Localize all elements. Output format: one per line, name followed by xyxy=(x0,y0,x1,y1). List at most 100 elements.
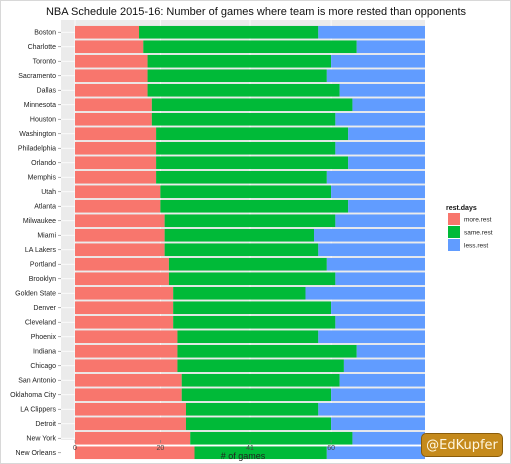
y-tick-label-minnesota: Minnesota xyxy=(24,102,56,109)
bar-memphis-same-rest xyxy=(156,170,327,184)
bar-phoenix-more-rest xyxy=(75,330,178,344)
bar-portland-same-rest xyxy=(168,257,327,271)
bar-la-clippers-same-rest xyxy=(185,402,319,416)
bar-minnesota-same-rest xyxy=(151,98,353,112)
bar-oklahoma-city-same-rest xyxy=(181,388,332,402)
bar-phoenix-same-rest xyxy=(177,330,319,344)
bar-minnesota-more-rest xyxy=(75,98,152,112)
bar-miami-same-rest xyxy=(164,228,315,242)
bar-denver-same-rest xyxy=(173,301,332,315)
y-tick-label-portland: Portland xyxy=(30,262,56,269)
bar-atlanta-more-rest xyxy=(75,199,161,213)
bar-san-antonio-same-rest xyxy=(181,373,340,387)
bar-boston-more-rest xyxy=(75,25,140,39)
bar-houston-less-rest xyxy=(335,112,425,126)
bar-houston-more-rest xyxy=(75,112,152,126)
bar-boston-less-rest xyxy=(318,25,425,39)
bar-la-lakers-more-rest xyxy=(75,243,165,257)
bar-washington-more-rest xyxy=(75,127,157,141)
bar-oklahoma-city-less-rest xyxy=(331,388,425,402)
bar-golden-state-same-rest xyxy=(173,286,306,300)
y-tick-label-philadelphia: Philadelphia xyxy=(18,146,56,153)
bar-orlando-more-rest xyxy=(75,156,157,170)
bar-utah-same-rest xyxy=(160,185,332,199)
bar-miami-more-rest xyxy=(75,228,165,242)
bar-orlando-same-rest xyxy=(156,156,349,170)
legend-label-more-rest: more.rest xyxy=(464,217,492,224)
bar-chicago-less-rest xyxy=(343,359,425,373)
bar-san-antonio-less-rest xyxy=(339,373,425,387)
legend-swatch-same-rest xyxy=(448,226,460,238)
bar-detroit-same-rest xyxy=(185,417,332,431)
bar-charlotte-less-rest xyxy=(356,40,425,54)
bar-sacramento-less-rest xyxy=(326,69,425,83)
bar-golden-state-more-rest xyxy=(75,286,174,300)
bar-la-lakers-less-rest xyxy=(318,243,425,257)
y-tick-label-cleveland: Cleveland xyxy=(25,320,56,327)
y-axis-tick-labels: Boston Charlotte Toronto Sacramento Dallas Mi… xyxy=(10,30,61,457)
y-tick-label-la-lakers: LA Lakers xyxy=(25,247,57,254)
bar-memphis-less-rest xyxy=(326,170,425,184)
bar-new-york-same-rest xyxy=(190,431,353,445)
y-tick-label-washington: Washington xyxy=(19,131,56,138)
y-tick-label-milwaukee: Milwaukee xyxy=(23,218,56,225)
y-tick-label-sacramento: Sacramento xyxy=(18,73,56,80)
bar-golden-state-less-rest xyxy=(305,286,425,300)
legend-swatch-more-rest xyxy=(448,213,460,225)
bar-minnesota-less-rest xyxy=(352,98,425,112)
y-tick-label-atlanta: Atlanta xyxy=(34,204,56,211)
bar-new-york-more-rest xyxy=(75,431,191,445)
bar-milwaukee-less-rest xyxy=(335,214,425,228)
bar-utah-more-rest xyxy=(75,185,161,199)
bar-new-york-less-rest xyxy=(352,431,425,445)
x-tick-label-0: 0 xyxy=(73,445,77,452)
y-tick-label-san-antonio: San Antonio xyxy=(18,378,56,385)
bar-portland-more-rest xyxy=(75,257,169,271)
y-tick-label-dallas: Dallas xyxy=(37,88,57,95)
legend-title: rest.days xyxy=(446,205,477,212)
bar-phoenix-less-rest xyxy=(318,330,425,344)
y-tick-label-oklahoma-city: Oklahoma City xyxy=(10,392,56,399)
bar-cleveland-same-rest xyxy=(173,315,336,329)
bar-utah-less-rest xyxy=(331,185,425,199)
x-tick-label-41: 41 xyxy=(246,445,254,452)
bar-new-orleans-same-rest xyxy=(194,446,327,460)
bar-atlanta-same-rest xyxy=(160,199,349,213)
bar-washington-same-rest xyxy=(156,127,349,141)
bar-sacramento-same-rest xyxy=(147,69,327,83)
y-tick-label-indiana: Indiana xyxy=(33,349,56,356)
bar-new-orleans-less-rest xyxy=(326,446,425,460)
bar-milwaukee-same-rest xyxy=(164,214,336,228)
bar-washington-less-rest xyxy=(348,127,425,141)
y-tick-label-new-orleans: New Orleans xyxy=(16,450,57,457)
bar-toronto-less-rest xyxy=(331,54,425,68)
bar-philadelphia-more-rest xyxy=(75,141,157,155)
bar-miami-less-rest xyxy=(314,228,425,242)
bar-denver-more-rest xyxy=(75,301,174,315)
legend-swatch-less-rest xyxy=(448,239,460,251)
bar-philadelphia-less-rest xyxy=(335,141,425,155)
bar-cleveland-less-rest xyxy=(335,315,425,329)
y-tick-label-new-york: New York xyxy=(26,436,56,443)
bar-la-lakers-same-rest xyxy=(164,243,319,257)
bar-cleveland-more-rest xyxy=(75,315,174,329)
bar-new-orleans-more-rest xyxy=(75,446,195,460)
y-tick-label-golden-state: Golden State xyxy=(15,291,56,298)
bar-portland-less-rest xyxy=(326,257,425,271)
y-tick-label-charlotte: Charlotte xyxy=(28,44,57,51)
bar-san-antonio-more-rest xyxy=(75,373,182,387)
bar-la-clippers-more-rest xyxy=(75,402,186,416)
x-tick-label-60: 60 xyxy=(327,445,335,452)
x-axis-label: # of games xyxy=(221,451,266,461)
bar-brooklyn-more-rest xyxy=(75,272,169,286)
bar-sacramento-more-rest xyxy=(75,69,148,83)
author-watermark: @EdKupfer xyxy=(421,433,503,457)
y-tick-label-toronto: Toronto xyxy=(33,59,56,66)
chart-title: NBA Schedule 2015-16: Number of games wh… xyxy=(46,6,467,18)
bars xyxy=(75,25,425,460)
bar-orlando-less-rest xyxy=(348,156,425,170)
bar-denver-less-rest xyxy=(331,301,425,315)
bar-detroit-less-rest xyxy=(331,417,425,431)
bar-charlotte-more-rest xyxy=(75,40,144,54)
